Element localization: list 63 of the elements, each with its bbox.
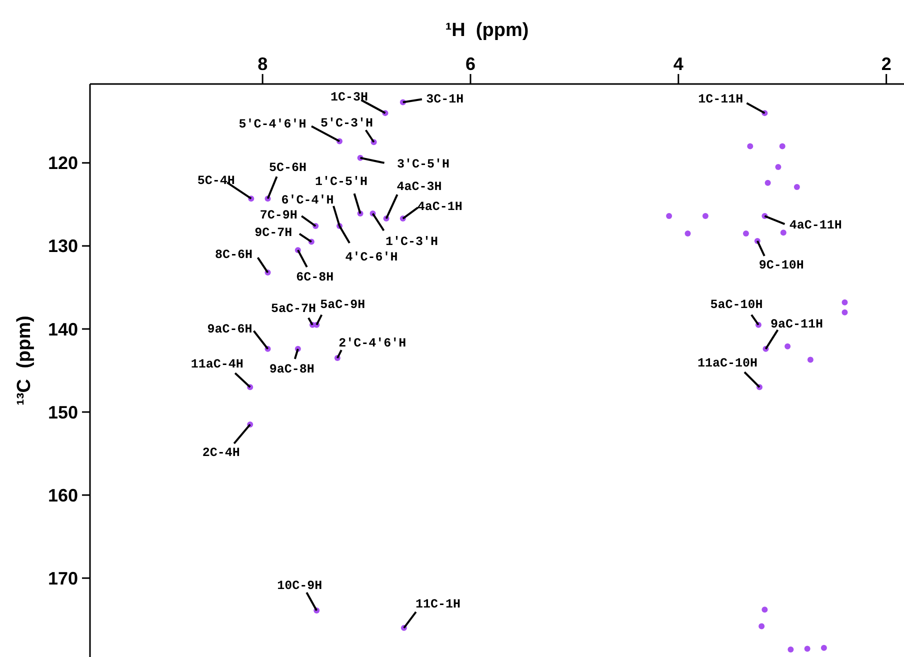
annotation: 11aC-4H <box>190 357 244 372</box>
annotation: 9aC-11H <box>770 317 823 332</box>
annotation: 4aC-3H <box>396 180 442 194</box>
annotation: 1'C-3'H <box>386 234 438 249</box>
point <box>780 230 786 236</box>
x-tick-label: 2 <box>881 54 892 74</box>
annotation: 7C-9H <box>260 208 298 222</box>
point <box>820 644 827 651</box>
annotation: 2'C-4'6'H <box>338 336 406 350</box>
annotation: 3C-1H <box>426 92 464 107</box>
annotation: 4'C-6'H <box>345 250 398 264</box>
point <box>794 184 800 190</box>
x-tick-label: 8 <box>258 54 268 74</box>
x-tick-label: 4 <box>673 54 684 74</box>
y-tick-label: 130 <box>48 236 78 256</box>
point <box>788 646 794 653</box>
annotation: 5C-4H <box>197 174 235 188</box>
annotation: 8C-6H <box>215 248 253 262</box>
annotation: 11aC-10H <box>697 356 758 370</box>
point <box>684 230 691 236</box>
annotation: 4aC-1H <box>417 200 462 214</box>
annotation: 9C-7H <box>254 226 292 240</box>
annotation: 5'C-3'H <box>320 116 374 131</box>
annotation: 10C-9H <box>277 578 322 593</box>
point <box>804 646 810 652</box>
point <box>747 143 754 150</box>
point <box>758 623 765 630</box>
point <box>702 213 708 220</box>
annotation: 5'C-4'6'H <box>238 118 306 132</box>
point <box>666 213 672 220</box>
annotation: 5C-6H <box>269 160 307 175</box>
annotation: 9aC-8H <box>269 362 314 376</box>
annotation: 2C-4H <box>202 446 240 460</box>
point <box>842 309 848 316</box>
point <box>807 356 814 363</box>
x-axis-title: ¹H (ppm) <box>445 20 529 41</box>
annotation: 6C-8H <box>296 270 334 284</box>
y-tick-label: 150 <box>48 402 78 422</box>
point <box>842 299 848 306</box>
annotation: 3'C-5'H <box>397 157 450 172</box>
annotation: 5aC-10H <box>710 298 763 312</box>
y-tick-label: 120 <box>48 153 78 174</box>
annotation: 5aC-7H <box>270 302 316 316</box>
annotation: 11C-1H <box>415 597 460 612</box>
point <box>784 343 791 350</box>
x-tick-label: 6 <box>465 54 476 74</box>
annotation: 4aC-11H <box>789 218 842 232</box>
annotation: 9C-10H <box>758 258 804 272</box>
annotation: 9aC-6H <box>207 322 252 336</box>
point <box>775 164 782 170</box>
annotation: 1'C-5'H <box>315 174 368 189</box>
y-axis-title: ¹³C (ppm) <box>14 316 35 406</box>
annotation: 1C-11H <box>698 92 744 106</box>
y-tick-label: 160 <box>48 485 78 506</box>
annotation: 5aC-9H <box>320 298 366 312</box>
y-tick-label: 170 <box>48 568 78 588</box>
point <box>764 180 771 186</box>
y-tick-label: 140 <box>48 319 78 340</box>
annotation: 6'C-4'H <box>281 193 334 208</box>
annotation: 1C-3H <box>330 90 368 104</box>
point <box>779 143 786 150</box>
point <box>742 230 749 236</box>
point <box>762 606 768 613</box>
